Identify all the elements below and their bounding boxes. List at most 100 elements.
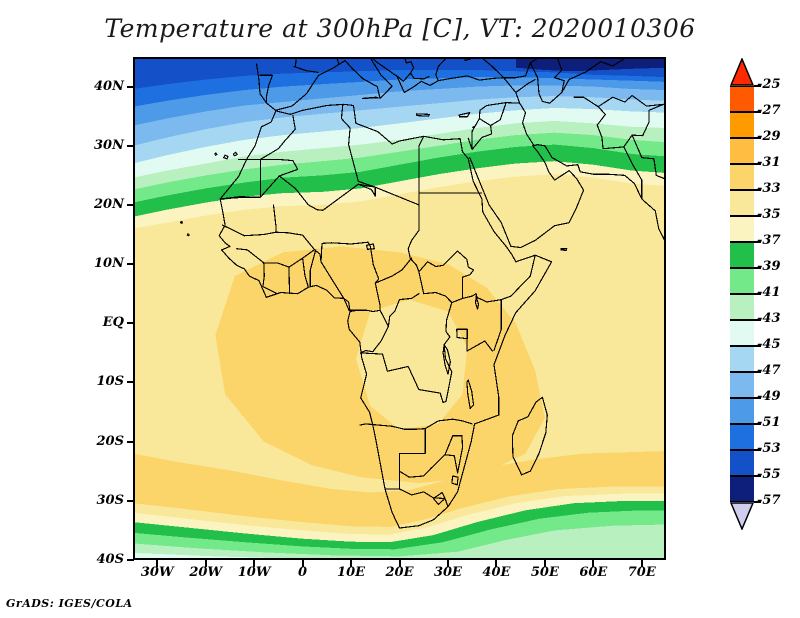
- colorbar-tick-mark: [754, 111, 761, 113]
- colorbar-swatch[interactable]: [730, 398, 754, 424]
- colorbar-over-range-arrow: [730, 58, 754, 86]
- y-tick-label: 10S: [96, 374, 124, 390]
- colorbar-tick-mark: [754, 137, 761, 139]
- colorbar-tick-label: -55: [757, 467, 781, 482]
- x-tick-label: 30E: [433, 565, 462, 580]
- colorbar-tick-mark: [754, 267, 761, 269]
- colorbar-swatch[interactable]: [730, 112, 754, 138]
- colorbar-under-range-arrow: [730, 502, 754, 530]
- y-tick-mark: [127, 203, 134, 206]
- x-tick-label: 40E: [482, 565, 511, 580]
- colorbar-swatch[interactable]: [730, 294, 754, 320]
- colorbar-tick-label: -47: [757, 363, 781, 378]
- colorbar-swatch[interactable]: [730, 164, 754, 190]
- colorbar-swatch[interactable]: [730, 86, 754, 112]
- x-tick-mark: [446, 560, 449, 567]
- y-tick-label: 20N: [94, 196, 124, 212]
- y-tick-mark: [127, 499, 134, 502]
- colorbar-tick-label: -53: [757, 441, 781, 456]
- colorbar-tick-mark: [754, 319, 761, 321]
- y-tick-label: 10N: [94, 256, 124, 272]
- colorbar-tick-label: -29: [757, 129, 781, 144]
- colorbar-tick-mark: [754, 449, 761, 451]
- y-tick-label: EQ: [102, 315, 124, 331]
- x-tick-mark: [495, 560, 498, 567]
- colorbar-swatch[interactable]: [730, 216, 754, 242]
- colorbar-tick-label: -43: [757, 311, 781, 326]
- colorbar[interactable]: [730, 86, 754, 502]
- colorbar-swatch[interactable]: [730, 424, 754, 450]
- x-tick-mark: [156, 560, 159, 567]
- y-tick-mark: [127, 440, 134, 443]
- coastlines-and-borders: [179, 57, 666, 529]
- temperature-bands: [133, 57, 666, 560]
- colorbar-swatch[interactable]: [730, 242, 754, 268]
- y-tick-label: 40S: [96, 552, 124, 567]
- x-tick-label: 20E: [385, 565, 414, 580]
- colorbar-tick-mark: [754, 241, 761, 243]
- y-tick-label: 30S: [96, 492, 124, 508]
- x-tick-mark: [592, 560, 595, 567]
- y-tick-label: 20S: [96, 433, 124, 449]
- x-tick-label: 10W: [237, 565, 271, 580]
- colorbar-tick-label: -57: [757, 493, 781, 508]
- colorbar-swatch[interactable]: [730, 320, 754, 346]
- colorbar-tick-mark: [754, 163, 761, 165]
- x-tick-mark: [350, 560, 353, 567]
- colorbar-swatch[interactable]: [730, 346, 754, 372]
- y-tick-mark: [127, 263, 134, 266]
- attribution-footer: GrADS: IGES/COLA: [6, 597, 133, 610]
- x-tick-mark: [398, 560, 401, 567]
- colorbar-swatch[interactable]: [730, 372, 754, 398]
- x-tick-mark: [204, 560, 207, 567]
- x-tick-label: 70E: [627, 565, 656, 580]
- colorbar-tick-label: -51: [757, 415, 781, 430]
- y-tick-label: 40N: [94, 78, 124, 94]
- temperature-field-svg: [133, 57, 666, 560]
- colorbar-tick-mark: [754, 475, 761, 477]
- x-tick-label: 10E: [337, 565, 366, 580]
- colorbar-tick-mark: [754, 293, 761, 295]
- colorbar-swatch[interactable]: [730, 268, 754, 294]
- colorbar-tick-label: -35: [757, 207, 781, 222]
- y-tick-label: 30N: [94, 137, 124, 153]
- colorbar-swatch[interactable]: [730, 138, 754, 164]
- x-tick-label: 0: [298, 565, 308, 580]
- colorbar-tick-mark: [754, 397, 761, 399]
- colorbar-tick-label: -45: [757, 337, 781, 352]
- colorbar-swatch[interactable]: [730, 190, 754, 216]
- colorbar-tick-label: -41: [757, 285, 781, 300]
- x-tick-label: 50E: [530, 565, 559, 580]
- x-tick-mark: [543, 560, 546, 567]
- colorbar-tick-label: -39: [757, 259, 781, 274]
- colorbar-swatch[interactable]: [730, 476, 754, 502]
- y-tick-mark: [127, 322, 134, 325]
- y-tick-mark: [127, 144, 134, 147]
- colorbar-tick-mark: [754, 189, 761, 191]
- x-tick-mark: [253, 560, 256, 567]
- colorbar-tick-mark: [754, 501, 761, 503]
- x-tick-mark: [301, 560, 304, 567]
- colorbar-tick-mark: [754, 345, 761, 347]
- colorbar-tick-label: -33: [757, 181, 781, 196]
- y-tick-mark: [127, 85, 134, 88]
- colorbar-tick-mark: [754, 85, 761, 87]
- y-tick-mark: [127, 559, 134, 561]
- colorbar-tick-label: -49: [757, 389, 781, 404]
- x-tick-label: 60E: [579, 565, 608, 580]
- colorbar-tick-label: -27: [757, 103, 781, 118]
- colorbar-tick-label: -37: [757, 233, 781, 248]
- chart-title: Temperature at 300hPa [C], VT: 202001030…: [104, 14, 696, 43]
- colorbar-tick-mark: [754, 215, 761, 217]
- colorbar-tick-label: -25: [757, 77, 781, 92]
- x-tick-label: 30W: [140, 565, 174, 580]
- x-tick-label: 20W: [189, 565, 223, 580]
- y-tick-mark: [127, 381, 134, 384]
- colorbar-tick-label: -31: [757, 155, 781, 170]
- map-plot-area[interactable]: [133, 57, 666, 560]
- colorbar-tick-mark: [754, 371, 761, 373]
- colorbar-tick-mark: [754, 423, 761, 425]
- colorbar-swatch[interactable]: [730, 450, 754, 476]
- x-tick-mark: [640, 560, 643, 567]
